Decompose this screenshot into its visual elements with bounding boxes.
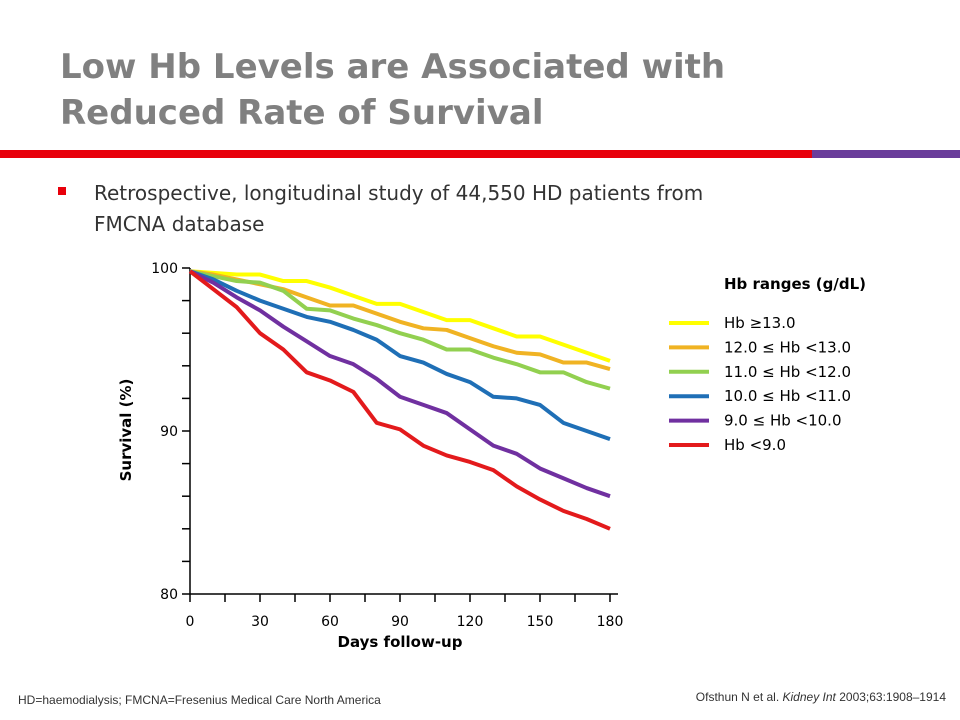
slide-title: Low Hb Levels are Associated with Reduce… [60,44,920,136]
y-axis-title: Survival (%) [117,379,135,482]
y-tick-label: 90 [160,424,178,440]
legend-label-3: 10.0 ≤ Hb <11.0 [724,387,851,405]
legend-title: Hb ranges (g/dL) [724,275,866,293]
x-axis-title: Days follow-up [338,633,463,651]
y-tick-label: 80 [160,587,178,603]
bullet-text-line-1: Retrospective, longitudinal study of 44,… [94,181,704,205]
series-line-2 [189,269,611,391]
x-tick-label: 60 [321,614,339,630]
title-rule-purple [812,150,960,158]
x-tick-label: 90 [391,614,409,630]
y-tick-label: 100 [151,261,178,277]
bullet-square-icon [58,187,66,195]
series-line-0 [189,269,611,363]
slide-title-line-1: Low Hb Levels are Associated with [60,47,726,87]
legend-label-0: Hb ≥13.0 [724,314,796,332]
bullet-text: Retrospective, longitudinal study of 44,… [94,178,864,240]
citation-details: 2003;63:1908–1914 [835,690,946,704]
chart-legend: Hb ranges (g/dL) Hb ≥13.0 12.0 ≤ Hb <13.0… [669,275,866,454]
legend-label-4: 9.0 ≤ Hb <10.0 [724,412,842,430]
legend-label-1: 12.0 ≤ Hb <13.0 [724,338,851,356]
slide-title-line-2: Reduced Rate of Survival [60,93,544,133]
legend-label-5: Hb <9.0 [724,436,786,454]
x-tick-label: 120 [457,614,484,630]
bullet-text-line-2: FMCNA database [94,212,265,236]
series-line-3 [189,269,611,442]
chart-series-lines [188,269,611,531]
title-rule-red [0,150,812,158]
x-tick-label: 0 [186,614,195,630]
citation-journal: Kidney Int [782,690,836,704]
x-tick-label: 30 [251,614,269,630]
chart-axes: 80 90 100 0 30 60 90 120 150 180 [151,261,623,630]
series-line-5 [188,269,611,531]
x-tick-label: 180 [597,614,624,630]
citation: Ofsthun N et al. Kidney Int 2003;63:1908… [696,690,946,704]
x-tick-label: 150 [527,614,554,630]
citation-authors: Ofsthun N et al. [695,690,783,704]
footnote: HD=haemodialysis; FMCNA=Fresenius Medica… [18,693,381,707]
series-line-4 [189,269,611,499]
legend-label-2: 11.0 ≤ Hb <12.0 [724,363,851,381]
